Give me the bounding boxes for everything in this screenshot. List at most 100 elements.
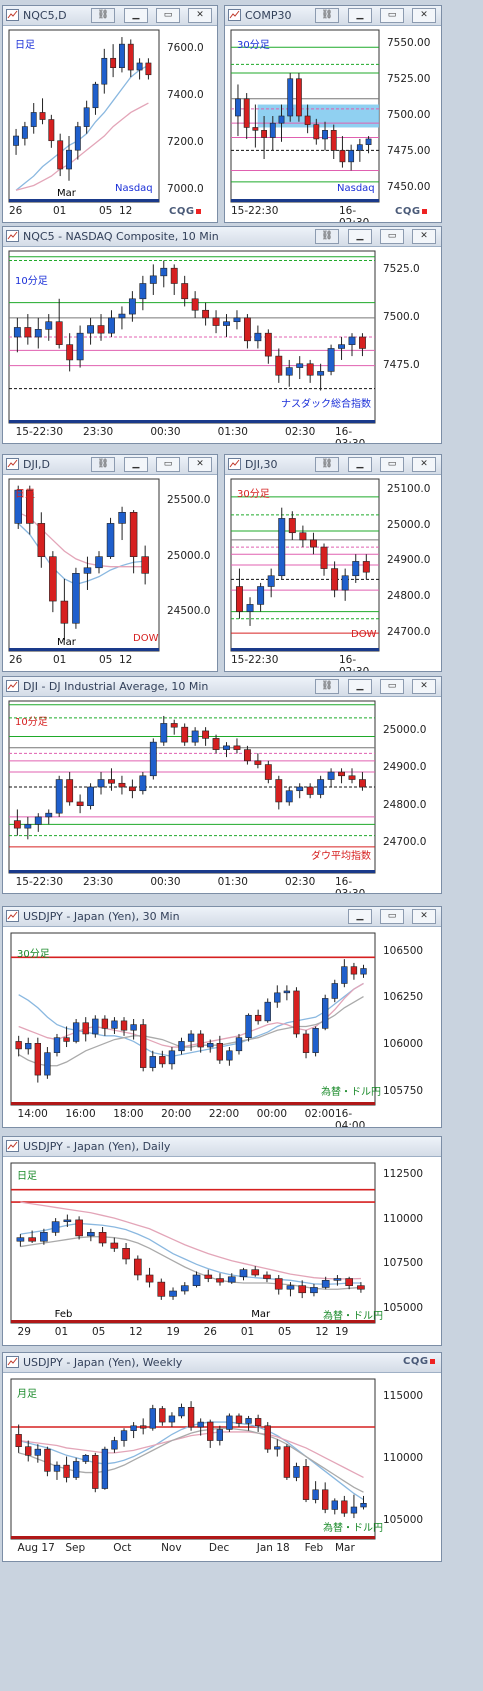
candle-body bbox=[331, 983, 338, 999]
restore-button[interactable]: ▭ bbox=[380, 229, 404, 244]
plot-area[interactable] bbox=[10, 932, 376, 1106]
plot-area[interactable] bbox=[230, 29, 380, 203]
window-titlebar[interactable]: DJI,D ⛓ ▁ ▭ ✕ bbox=[3, 455, 217, 475]
x-tick-label: 23:30 bbox=[82, 876, 114, 888]
candle-body bbox=[63, 1464, 70, 1478]
plot-area[interactable]: Feb Mar bbox=[10, 1162, 376, 1324]
candle-body bbox=[136, 62, 143, 71]
candle-body bbox=[306, 363, 314, 376]
link-icon: ⛓ bbox=[321, 681, 333, 691]
candle-body bbox=[44, 1448, 51, 1472]
candle-body bbox=[145, 62, 152, 76]
window-titlebar[interactable]: USDJPY - Japan (Yen), Weekly CQG bbox=[3, 1353, 441, 1373]
session-strip bbox=[11, 1102, 375, 1105]
x-tick-label: 15-22:30 bbox=[15, 426, 64, 438]
link-button[interactable]: ⛓ bbox=[315, 679, 339, 694]
link-button[interactable]: ⛓ bbox=[91, 8, 115, 23]
plot-area[interactable] bbox=[8, 250, 376, 424]
restore-button[interactable]: ▭ bbox=[380, 679, 404, 694]
candle-body bbox=[145, 1274, 154, 1283]
moving-average-line bbox=[20, 1201, 361, 1280]
y-tick-label: 107500 bbox=[383, 1257, 424, 1270]
candle-body bbox=[51, 1221, 60, 1233]
close-button[interactable]: ✕ bbox=[188, 457, 212, 472]
plot-area[interactable]: Mar bbox=[8, 29, 160, 203]
candle-body bbox=[180, 1285, 189, 1292]
candle-body bbox=[111, 1020, 118, 1029]
chart-window[interactable]: COMP30 ⛓ ▁ ▭ ✕ 30分足 Nasdaq 7550.00 7525.0… bbox=[224, 5, 442, 223]
y-tick-label: 7450.00 bbox=[387, 180, 431, 193]
candle-body bbox=[110, 1242, 119, 1249]
y-axis: 7550.00 7525.00 7500.00 7475.00 7450.00 bbox=[383, 30, 441, 202]
window-titlebar[interactable]: COMP30 ⛓ ▁ ▭ ✕ bbox=[225, 6, 441, 26]
candle-body bbox=[330, 130, 337, 151]
window-titlebar[interactable]: DJI - DJ Industrial Average, 10 Min ⛓ ▁ … bbox=[3, 677, 441, 697]
link-button[interactable]: ⛓ bbox=[91, 457, 115, 472]
candle-body bbox=[15, 1041, 22, 1050]
candle-body bbox=[13, 135, 20, 146]
link-button[interactable]: ⛓ bbox=[315, 457, 339, 472]
period-label: 月足 bbox=[17, 1389, 37, 1400]
window-titlebar[interactable]: USDJPY - Japan (Yen), 30 Min ▁ ▭ ✕ bbox=[3, 907, 441, 927]
chart-window[interactable]: USDJPY - Japan (Yen), 30 Min ▁ ▭ ✕ 30分足 … bbox=[2, 906, 442, 1128]
candle-body bbox=[44, 1052, 51, 1076]
candle-body bbox=[60, 600, 69, 624]
window-titlebar[interactable]: NQC5 - NASDAQ Composite, 10 Min ⛓ ▁ ▭ ✕ bbox=[3, 227, 441, 247]
restore-button[interactable]: ▭ bbox=[380, 909, 404, 924]
x-tick-label: 19 bbox=[166, 1326, 180, 1338]
chart-svg bbox=[8, 700, 376, 874]
close-button[interactable]: ✕ bbox=[412, 457, 436, 472]
chart-window[interactable]: DJI,30 ⛓ ▁ ▭ ✕ 30分足 DOW 25100.0 25000.0 24… bbox=[224, 454, 442, 672]
candle-body bbox=[28, 1237, 36, 1242]
y-axis: 115000 110000 105000 bbox=[379, 1379, 441, 1539]
candle-body bbox=[13, 327, 21, 338]
candle-body bbox=[53, 1037, 61, 1053]
x-tick-label: 02:00 bbox=[304, 1108, 335, 1120]
candle-body bbox=[187, 1033, 195, 1042]
plot-area[interactable] bbox=[10, 1378, 376, 1540]
chart-window[interactable]: DJI,D ⛓ ▁ ▭ ✕ Mar 日足 DOW 25500.0 25000.0 2… bbox=[2, 454, 218, 672]
plot-area[interactable]: Mar bbox=[8, 478, 160, 652]
restore-button[interactable]: ▭ bbox=[156, 8, 180, 23]
plot-area[interactable] bbox=[230, 478, 380, 652]
x-axis: 15-22:30 23:30 00:30 01:30 02:30 16-03:30 bbox=[9, 425, 375, 443]
minimize-button[interactable]: ▁ bbox=[124, 8, 148, 23]
link-button[interactable]: ⛓ bbox=[315, 8, 339, 23]
minimize-button[interactable]: ▁ bbox=[348, 679, 372, 694]
close-button[interactable]: ✕ bbox=[412, 679, 436, 694]
minimize-button[interactable]: ▁ bbox=[124, 457, 148, 472]
restore-button[interactable]: ▭ bbox=[156, 457, 180, 472]
candle-body bbox=[72, 1022, 80, 1042]
candle-body bbox=[327, 771, 335, 780]
close-button[interactable]: ✕ bbox=[412, 909, 436, 924]
minimize-button[interactable]: ▁ bbox=[348, 909, 372, 924]
x-sub-label: Mar bbox=[251, 1309, 271, 1320]
close-icon: ✕ bbox=[420, 10, 428, 20]
chart-icon bbox=[6, 1356, 19, 1368]
window-titlebar[interactable]: USDJPY - Japan (Yen), Daily bbox=[3, 1137, 441, 1157]
minimize-button[interactable]: ▁ bbox=[348, 229, 372, 244]
window-titlebar[interactable]: NQC5,D ⛓ ▁ ▭ ✕ bbox=[3, 6, 217, 26]
close-button[interactable]: ✕ bbox=[412, 8, 436, 23]
window-titlebar[interactable]: DJI,30 ⛓ ▁ ▭ ✕ bbox=[225, 455, 441, 475]
x-tick-label: 18:00 bbox=[113, 1108, 144, 1120]
chart-window[interactable]: NQC5,D ⛓ ▁ ▭ ✕ Mar 日足 Nasdaq 7600.0 7400.… bbox=[2, 5, 218, 223]
candle-body bbox=[254, 1014, 262, 1022]
minimize-button[interactable]: ▁ bbox=[348, 457, 372, 472]
candle-body bbox=[72, 573, 80, 624]
candle-body bbox=[204, 1274, 213, 1279]
plot-area[interactable] bbox=[8, 700, 376, 874]
close-button[interactable]: ✕ bbox=[188, 8, 212, 23]
close-button[interactable]: ✕ bbox=[412, 229, 436, 244]
candle-body bbox=[34, 329, 42, 338]
restore-button[interactable]: ▭ bbox=[380, 8, 404, 23]
candle-body bbox=[321, 1280, 330, 1288]
chart-window[interactable]: DJI - DJ Industrial Average, 10 Min ⛓ ▁ … bbox=[2, 676, 442, 894]
chart-window[interactable]: NQC5 - NASDAQ Composite, 10 Min ⛓ ▁ ▭ ✕ … bbox=[2, 226, 442, 444]
restore-button[interactable]: ▭ bbox=[380, 457, 404, 472]
chart-window[interactable]: USDJPY - Japan (Yen), Daily Feb Mar 日足 為替… bbox=[2, 1136, 442, 1346]
link-button[interactable]: ⛓ bbox=[315, 229, 339, 244]
minimize-button[interactable]: ▁ bbox=[348, 8, 372, 23]
chart-window[interactable]: USDJPY - Japan (Yen), Weekly CQG 月足 為替・ド… bbox=[2, 1352, 442, 1562]
candle-body bbox=[66, 344, 74, 361]
